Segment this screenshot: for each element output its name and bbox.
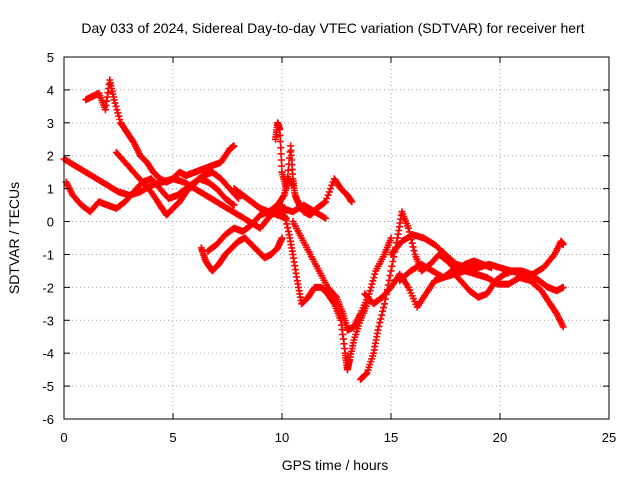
series-arc-8 (272, 119, 356, 219)
plot-frame (63, 56, 610, 420)
y-tick-label: -1 (42, 247, 54, 262)
x-tick-label: 20 (493, 430, 507, 445)
y-tick-label: -3 (42, 313, 54, 328)
y-tick-label: 1 (47, 182, 54, 197)
x-tick-label: 15 (384, 430, 398, 445)
chart-title: Day 033 of 2024, Sidereal Day-to-day VTE… (81, 20, 584, 36)
series-arc-10 (289, 218, 395, 334)
x-axis-label: GPS time / hours (282, 457, 389, 473)
series-arc-4 (112, 148, 238, 219)
y-tick-label: -2 (42, 280, 54, 295)
y-tick-label: 3 (47, 116, 54, 131)
plus-markers (387, 231, 567, 278)
series-arc-5 (197, 234, 286, 275)
plus-markers (396, 260, 567, 331)
y-axis-label: SDTVAR / TECUs (6, 182, 22, 294)
data-points (60, 76, 567, 383)
x-tick-label: 25 (602, 430, 616, 445)
x-tick-label: 5 (169, 430, 176, 445)
plus-markers (278, 201, 371, 374)
y-tick-label: 4 (47, 83, 54, 98)
y-tick-label: 5 (47, 50, 54, 65)
plus-markers (112, 148, 238, 219)
series-arc-13 (387, 231, 567, 278)
y-tick-label: -6 (42, 412, 54, 427)
series-arc-14 (396, 260, 567, 331)
plus-markers (272, 119, 356, 219)
plus-markers (82, 76, 238, 186)
x-tick-label: 0 (60, 430, 67, 445)
y-tick-label: -5 (42, 379, 54, 394)
grid (64, 57, 609, 419)
axis-ticks: 0 5 10 15 20 25 -6 -5 -4 -3 -2 -1 0 1 2 3 4 5 (42, 50, 616, 445)
plus-markers (289, 218, 395, 334)
plus-markers (197, 234, 286, 275)
y-tick-label: 2 (47, 149, 54, 164)
x-tick-label: 10 (275, 430, 289, 445)
series-arc-3 (82, 76, 238, 186)
y-tick-label: -4 (42, 346, 54, 361)
series-arc-9 (278, 201, 371, 374)
y-tick-label: 0 (47, 215, 54, 230)
